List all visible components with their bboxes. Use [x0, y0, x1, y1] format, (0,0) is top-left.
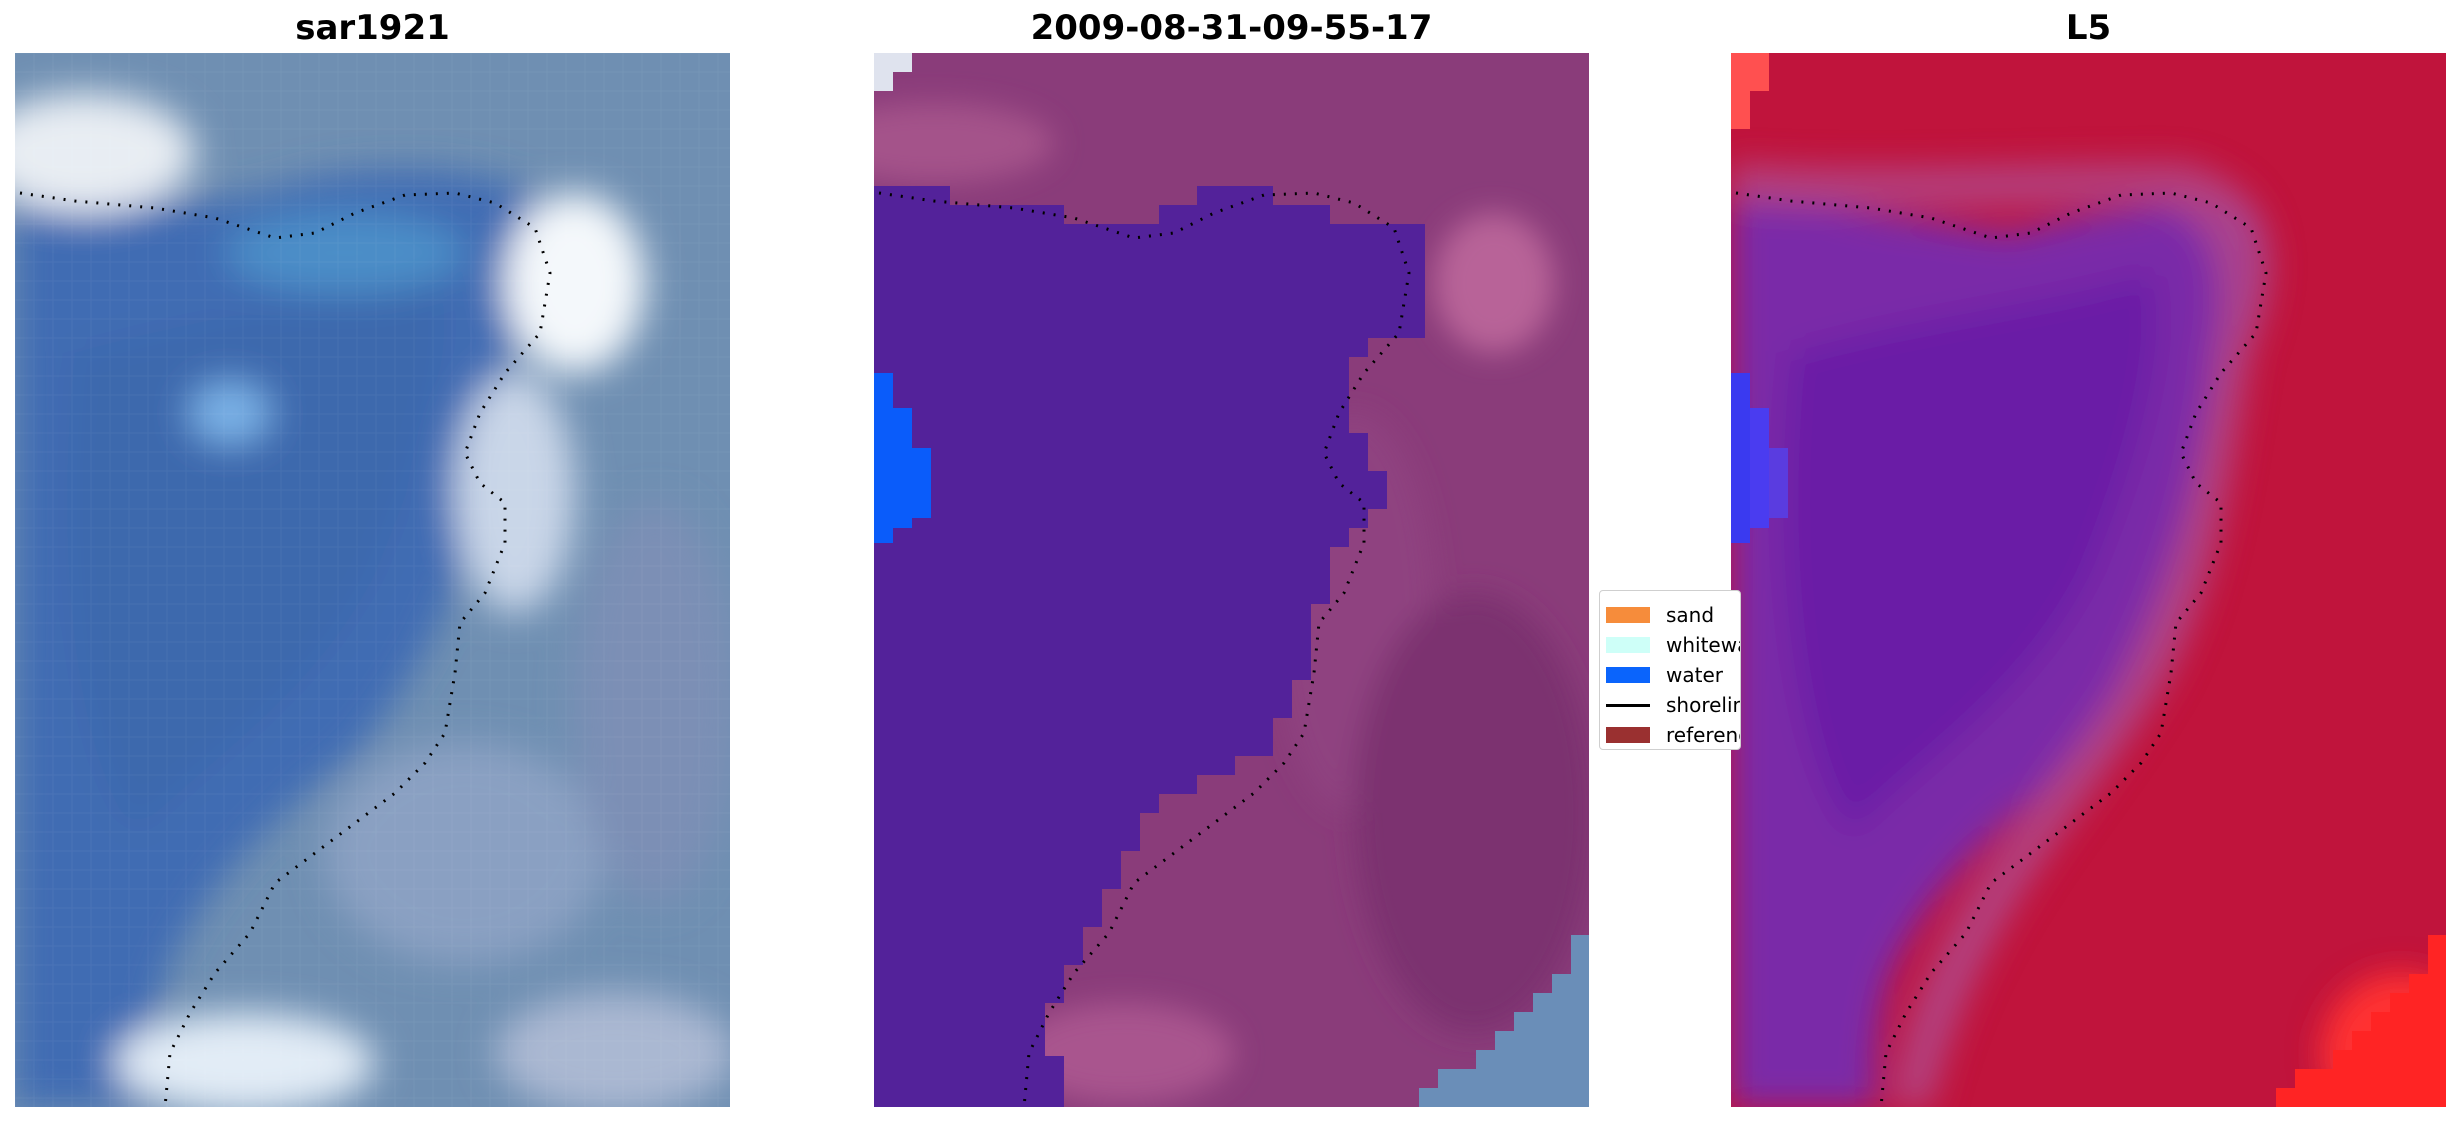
classified-image-panel — [874, 53, 1589, 1107]
legend-label: reference — [1666, 723, 1740, 747]
legend-label: whitewater — [1666, 633, 1740, 657]
shoreline-trace — [1735, 191, 2268, 1107]
panel-title-rgb: sar1921 — [295, 8, 450, 48]
legend-item-whitewater: whitewater — [1600, 631, 1740, 659]
shoreline-trace — [19, 191, 552, 1107]
rgb-image — [15, 53, 730, 1107]
classified-water-region — [874, 186, 1425, 1107]
panel-title-index: L5 — [2065, 8, 2112, 48]
legend-swatch — [1606, 607, 1650, 623]
legend-label: shoreline — [1666, 693, 1740, 717]
legend-item-water: water — [1600, 661, 1740, 689]
legend-item-shoreline: shoreline — [1600, 691, 1740, 719]
index-image-panel — [1731, 53, 2446, 1107]
legend-item-reference: reference — [1600, 721, 1740, 749]
shoreline-trace — [878, 191, 1411, 1107]
legend-swatch — [1606, 667, 1650, 683]
legend-label: sand — [1666, 603, 1715, 627]
panel-title-classified: 2009-08-31-09-55-17 — [1030, 8, 1433, 48]
rgb-image-panel — [15, 53, 730, 1107]
legend-item-sand: sand — [1600, 601, 1740, 629]
legend-line — [1606, 703, 1650, 707]
legend-swatch — [1606, 637, 1650, 653]
legend: sand whitewater water shoreline referenc… — [1599, 590, 1741, 750]
legend-swatch — [1606, 727, 1650, 743]
legend-label: water — [1666, 663, 1723, 687]
index-image — [1731, 53, 2446, 1107]
classified-image — [874, 53, 1589, 1107]
